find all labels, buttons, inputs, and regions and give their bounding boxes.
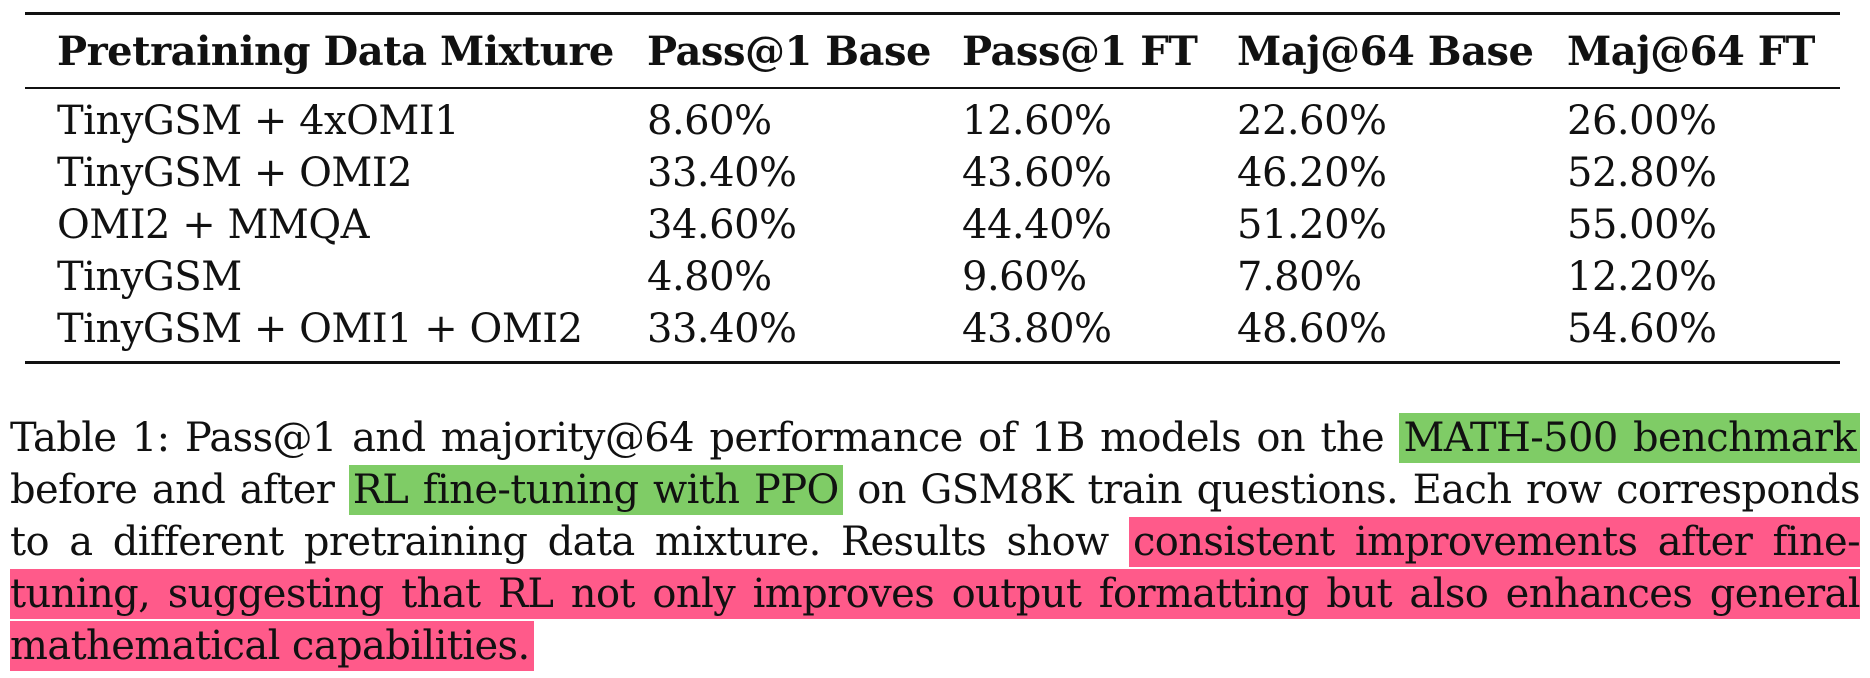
cell-pass1-ft: 43.80% [962,306,1112,352]
highlight-green: MATH-500 benchmark [1399,413,1860,463]
table-row: TinyGSM + OMI1 + OMI2 33.40% 43.80% 48.6… [25,303,1840,361]
results-table-body: TinyGSM + 4xOMI1 8.60% 12.60% 22.60% 26.… [25,89,1840,361]
header-mixture: Pretraining Data Mixture [57,27,614,75]
cell-maj64-ft: 52.80% [1567,150,1717,196]
cell-pass1-base: 33.40% [647,306,797,352]
caption-text: Table 1: Pass@1 and majority@64 performa… [10,415,1400,461]
header-maj64-ft: Maj@64 FT [1567,27,1815,75]
table-row: OMI2 + MMQA 34.60% 44.40% 51.20% 55.00% [25,199,1840,251]
table-top-rule [25,12,1840,15]
cell-maj64-base: 51.20% [1237,202,1387,248]
cell-pass1-ft: 44.40% [962,202,1112,248]
cell-mixture: TinyGSM + OMI1 + OMI2 [57,306,583,352]
cell-mixture: OMI2 + MMQA [57,202,370,248]
cell-pass1-base: 34.60% [647,202,797,248]
cell-pass1-base: 33.40% [647,150,797,196]
cell-maj64-ft: 55.00% [1567,202,1717,248]
cell-mixture: TinyGSM + 4xOMI1 [57,98,460,144]
table-row: TinyGSM 4.80% 9.60% 7.80% 12.20% [25,251,1840,303]
caption-text: before and after [10,467,349,513]
cell-pass1-base: 4.80% [647,254,772,300]
cell-pass1-base: 8.60% [647,98,772,144]
table-mid-rule [25,87,1840,89]
table-bottom-rule [25,361,1840,364]
cell-maj64-base: 7.80% [1237,254,1362,300]
table-row: TinyGSM + OMI2 33.40% 43.60% 46.20% 52.8… [25,147,1840,199]
results-table: Pretraining Data Mixture Pass@1 Base Pas… [25,15,1840,87]
cell-pass1-ft: 43.60% [962,150,1112,196]
table-row: TinyGSM + 4xOMI1 8.60% 12.60% 22.60% 26.… [25,89,1840,147]
table-header-row: Pretraining Data Mixture Pass@1 Base Pas… [25,15,1840,87]
results-table-container: Pretraining Data Mixture Pass@1 Base Pas… [25,12,1840,364]
cell-maj64-base: 48.60% [1237,306,1387,352]
cell-mixture: TinyGSM + OMI2 [57,150,413,196]
cell-maj64-ft: 12.20% [1567,254,1717,300]
highlight-green: RL fine-tuning with PPO [348,465,843,515]
cell-maj64-base: 22.60% [1237,98,1387,144]
cell-mixture: TinyGSM [57,254,242,300]
cell-pass1-ft: 12.60% [962,98,1112,144]
header-pass1-base: Pass@1 Base [647,27,931,75]
caption-text: on GSM8K train questions. Each row corre… [10,467,1861,565]
cell-pass1-ft: 9.60% [962,254,1087,300]
cell-maj64-base: 46.20% [1237,150,1387,196]
cell-maj64-ft: 54.60% [1567,306,1717,352]
table-caption: Table 1: Pass@1 and majority@64 performa… [10,412,1861,672]
header-maj64-base: Maj@64 Base [1237,27,1534,75]
cell-maj64-ft: 26.00% [1567,98,1717,144]
header-pass1-ft: Pass@1 FT [962,27,1198,75]
